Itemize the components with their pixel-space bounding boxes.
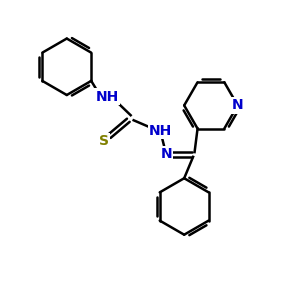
Text: N: N: [232, 98, 244, 112]
Text: NH: NH: [149, 124, 172, 138]
Text: NH: NH: [95, 89, 119, 103]
Text: N: N: [160, 148, 172, 161]
Text: S: S: [99, 134, 109, 148]
